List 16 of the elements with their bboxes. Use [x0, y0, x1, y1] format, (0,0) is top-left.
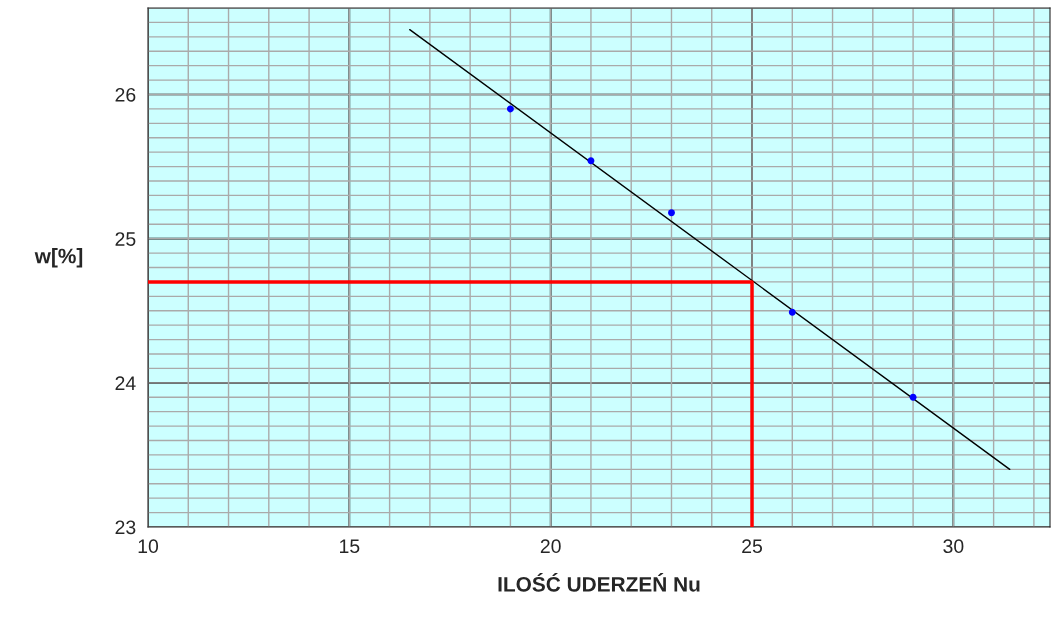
- x-axis-title: ILOŚĆ UDERZEŃ Nu: [498, 573, 700, 592]
- y-tick-label: 23: [115, 520, 136, 535]
- x-tick-label: 15: [340, 539, 360, 554]
- point: [587, 157, 595, 165]
- point: [668, 209, 675, 217]
- x-tick-label: 25: [742, 539, 763, 554]
- point: [909, 393, 917, 401]
- x-tick-label: 30: [943, 539, 964, 554]
- x-tick-label: 10: [138, 539, 159, 554]
- y-tick-label: 26: [115, 87, 136, 102]
- point: [506, 105, 514, 113]
- x-tick-label: 20: [540, 539, 561, 554]
- y-tick-label: 24: [115, 376, 136, 390]
- y-axis-title: w[%]: [34, 248, 83, 268]
- y-tick-label: 25: [115, 232, 136, 246]
- point: [788, 308, 796, 316]
